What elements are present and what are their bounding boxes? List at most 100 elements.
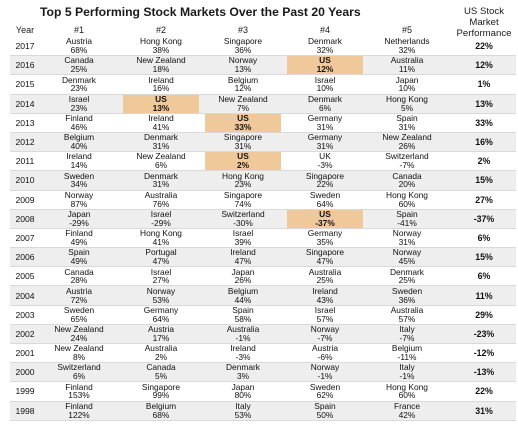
country-name: Israel <box>314 74 336 85</box>
market-cell: Singapore 31% <box>205 133 281 151</box>
country-name: Norway <box>228 55 258 66</box>
country-return: -1% <box>235 332 251 343</box>
country-return: 23% <box>70 102 88 113</box>
country-return: 8% <box>72 352 86 363</box>
country-name: Finland <box>65 400 93 411</box>
year-cell: 2016 <box>15 60 35 71</box>
country-name: Singapore <box>305 247 345 258</box>
us-return-cell: 12% <box>475 60 493 71</box>
country-return: 72% <box>70 294 88 305</box>
country-return: -1% <box>317 371 333 382</box>
year-cell: 2000 <box>15 367 35 378</box>
market-cell: Israel 27% <box>123 267 199 285</box>
us-return-cell: 11% <box>475 290 493 301</box>
country-return: 17% <box>152 332 170 343</box>
table-row: 2009 Norway 87% Australia 76% Singapore 74% Swe… <box>10 189 516 210</box>
country-name: France <box>393 400 421 411</box>
table-row: 2006 Spain 49% Portugal 47% Ireland 47% Singapo… <box>10 248 516 268</box>
market-cell: Ireland 14% <box>41 152 117 170</box>
country-return: 25% <box>316 275 334 286</box>
country-return: 24% <box>70 332 88 343</box>
rank-header-4: #4 <box>319 25 330 35</box>
country-return: 44% <box>234 294 252 305</box>
country-name: Italy <box>235 400 251 411</box>
country-name: New Zealand <box>136 55 186 66</box>
country-return: 74% <box>234 198 252 209</box>
market-cell: New Zealand 8% <box>41 344 117 362</box>
country-name: US <box>319 55 331 66</box>
market-cell: Hong Kong 60% <box>369 382 445 400</box>
country-name: Denmark <box>144 132 178 143</box>
country-return: 13% <box>234 64 252 75</box>
market-cell: Switzerland -30% <box>205 210 281 228</box>
country-name: Spain <box>232 304 254 315</box>
market-cell: Denmark 32% <box>287 37 363 55</box>
us-return-cell: 29% <box>475 309 493 320</box>
country-return: 47% <box>152 256 170 267</box>
country-name: Singapore <box>305 170 345 181</box>
country-name: Sweden <box>63 170 95 181</box>
market-cell: Singapore 99% <box>123 382 199 400</box>
country-return: 6% <box>72 371 86 382</box>
market-cell: Canada 20% <box>369 171 445 189</box>
country-return: 60% <box>398 198 416 209</box>
country-return: 26% <box>234 275 252 286</box>
table-row: 2017 Austria 68% Hong Kong 38% Singapore 36% De… <box>10 37 516 57</box>
country-name: Sweden <box>309 189 341 200</box>
country-name: Germany <box>307 228 343 239</box>
market-cell: US 12% <box>287 55 363 75</box>
country-return: 53% <box>234 409 252 420</box>
country-name: Canada <box>392 170 422 181</box>
country-return: 41% <box>152 236 170 247</box>
country-name: New Zealand <box>54 324 104 335</box>
market-cell: Denmark 23% <box>41 75 117 93</box>
country-name: New Zealand <box>382 132 432 143</box>
country-return: 41% <box>152 121 170 132</box>
country-return: 53% <box>152 294 170 305</box>
country-return: -29% <box>151 217 171 228</box>
country-return: 5% <box>154 371 168 382</box>
country-name: Israel <box>314 304 336 315</box>
market-cell: Spain -41% <box>369 210 445 228</box>
country-name: Denmark <box>62 74 96 85</box>
year-cell: 2015 <box>15 79 35 90</box>
country-return: 33% <box>234 121 252 132</box>
country-return: 39% <box>234 236 252 247</box>
rank-header-2: #2 <box>155 25 166 35</box>
market-cell: Norway -1% <box>287 363 363 381</box>
market-cell: Sweden 34% <box>41 171 117 189</box>
country-return: 57% <box>398 313 416 324</box>
country-return: 65% <box>70 313 88 324</box>
country-name: Norway <box>64 189 94 200</box>
year-cell: 2007 <box>15 232 35 243</box>
country-name: Australia <box>308 266 342 277</box>
market-cell: Hong Kong 5% <box>369 95 445 113</box>
table-row: 2016 Canada 25% New Zealand 18% Norway 13% US 12… <box>10 55 516 76</box>
country-name: Australia <box>390 304 424 315</box>
market-cell: New Zealand 26% <box>369 133 445 151</box>
us-return-cell: 33% <box>475 117 493 128</box>
country-name: Japan <box>231 266 255 277</box>
year-cell: 2002 <box>15 328 35 339</box>
ranking-table: 2017 Austria 68% Hong Kong 38% Singapore 36% De… <box>10 37 516 421</box>
country-return: 27% <box>152 275 170 286</box>
market-cell: Ireland 16% <box>123 75 199 93</box>
country-name: Australia <box>144 343 178 354</box>
country-name: New Zealand <box>218 93 268 104</box>
market-cell: Denmark 3% <box>205 363 281 381</box>
table-row: 2003 Sweden 65% Germany 64% Spain 58% Israel 57%… <box>10 306 516 325</box>
market-cell: Hong Kong 23% <box>205 171 281 189</box>
country-return: 23% <box>70 83 88 94</box>
year-header: Year <box>15 25 35 35</box>
table-row: 1999 Finland 153% Singapore 99% Japan 80% Swede… <box>10 382 516 402</box>
market-cell: Israel 57% <box>287 306 363 324</box>
year-cell: 2009 <box>15 194 35 205</box>
market-cell: Germany 31% <box>287 114 363 132</box>
table-row: 2013 Finland 46% Ireland 41% US 33% Germany 31% S… <box>10 114 516 133</box>
country-return: 22% <box>316 179 334 190</box>
us-return-cell: 6% <box>477 271 491 282</box>
country-name: Israel <box>68 93 90 104</box>
year-cell: 2001 <box>15 348 35 359</box>
market-cell: Singapore 47% <box>287 248 363 266</box>
